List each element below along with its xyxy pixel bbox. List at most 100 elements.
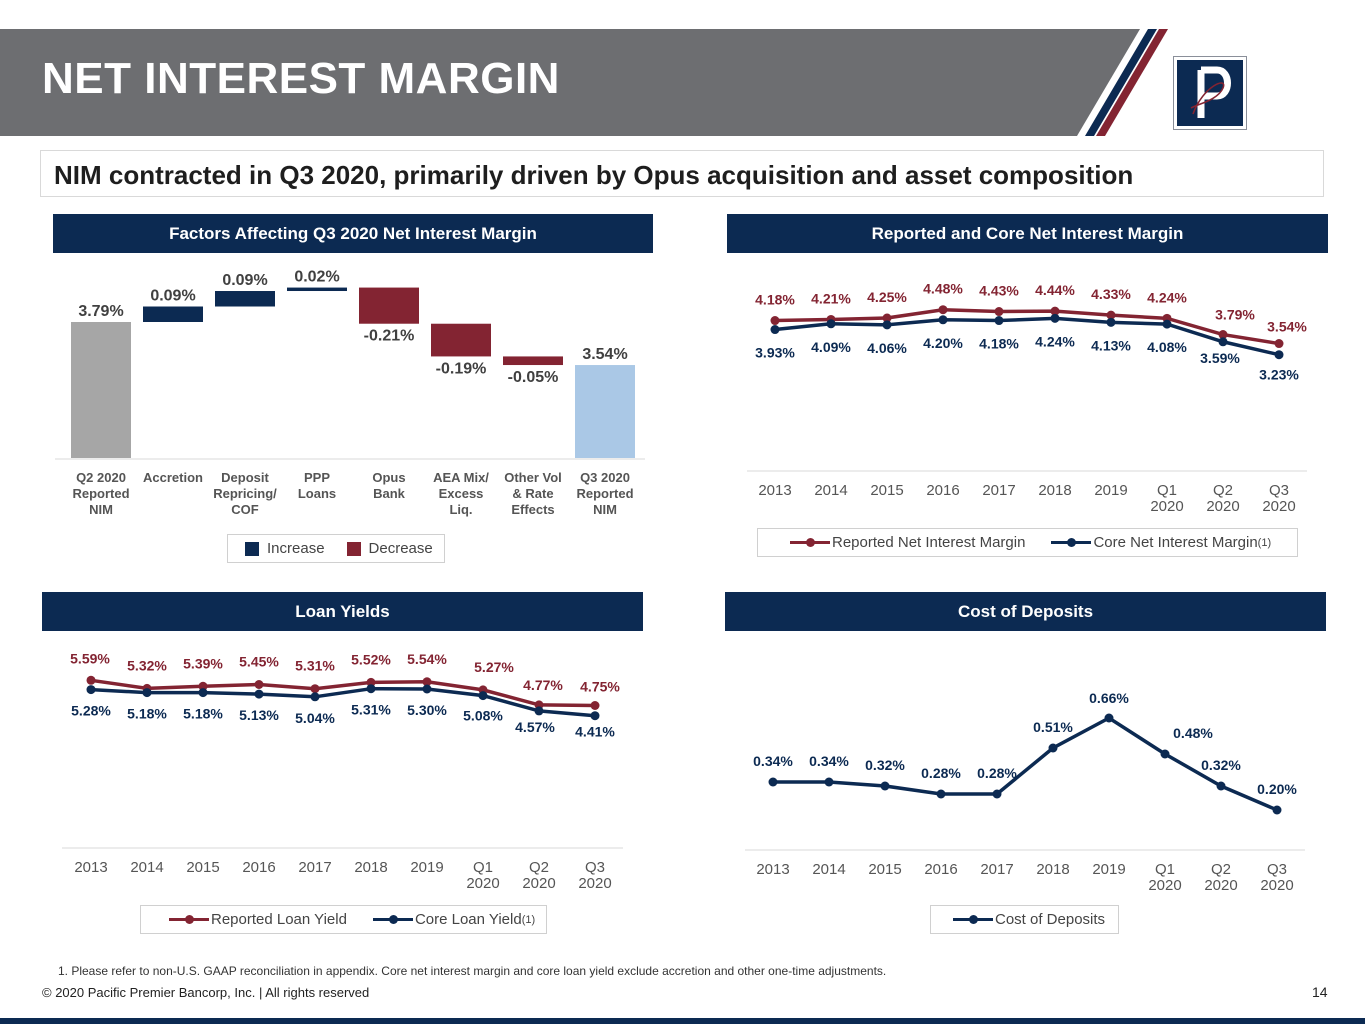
data-point	[366, 684, 376, 694]
x-tick-label: 2020	[522, 875, 555, 892]
data-label: 5.30%	[407, 702, 447, 718]
waterfall-data-label: 0.02%	[294, 269, 339, 286]
bottom-bar	[0, 1018, 1365, 1024]
data-point	[826, 319, 836, 329]
waterfall-category-label: Excess	[439, 486, 484, 501]
waterfall-category-label: Bank	[373, 486, 406, 501]
nim-legend: Reported Net Interest Margin Core Net In…	[757, 528, 1298, 557]
waterfall-category-label: & Rate	[512, 486, 553, 501]
data-label: 5.52%	[351, 651, 391, 667]
data-label: 0.28%	[921, 765, 961, 781]
data-point	[366, 677, 376, 687]
x-tick-label: 2013	[758, 482, 791, 499]
data-point	[310, 684, 320, 694]
data-point	[882, 320, 892, 330]
header-stripe-maroon	[1096, 29, 1168, 136]
line-swatch	[953, 915, 993, 924]
data-label: 4.75%	[580, 679, 620, 695]
data-point	[1218, 330, 1228, 340]
data-point	[590, 701, 600, 710]
legend-label: Core Loan Yield	[414, 911, 522, 928]
data-label: 4.48%	[923, 281, 963, 297]
legend-label: Reported Loan Yield	[211, 911, 347, 928]
x-tick-label: Q1	[473, 859, 493, 876]
x-tick-label: 2018	[354, 859, 387, 876]
data-label: 4.06%	[867, 340, 907, 356]
data-point	[992, 789, 1002, 799]
waterfall-category-label: Other Vol	[504, 470, 562, 485]
data-point	[1274, 339, 1284, 349]
data-point	[1106, 310, 1116, 320]
data-label: 5.27%	[474, 659, 514, 675]
page-title: NET INTEREST MARGIN	[42, 54, 560, 103]
data-point	[768, 777, 778, 787]
data-label: 5.31%	[351, 702, 391, 718]
data-point	[1274, 350, 1284, 360]
line-swatch	[169, 915, 209, 924]
line-swatch	[372, 915, 413, 924]
x-tick-label: Q3	[1267, 861, 1287, 878]
increase-swatch	[245, 541, 259, 556]
waterfall-category-label: Opus	[372, 470, 405, 485]
waterfall-bar-total	[575, 365, 635, 458]
legend-label: Cost of Deposits	[995, 911, 1106, 928]
x-tick-label: Q2	[1213, 482, 1233, 499]
data-point	[1162, 319, 1172, 329]
legend-cost-deposits: Cost of Deposits	[953, 911, 1105, 928]
waterfall-bar-increase	[215, 291, 275, 307]
waterfall-category-label: Effects	[511, 502, 554, 517]
data-point	[422, 677, 432, 687]
page-number: 14	[1312, 984, 1328, 1000]
x-tick-label: 2020	[578, 875, 611, 892]
waterfall-data-label: -0.21%	[364, 328, 415, 345]
slide-subtitle: NIM contracted in Q3 2020, primarily dri…	[40, 150, 1324, 197]
data-label: 3.79%	[1215, 307, 1255, 323]
data-label: 0.32%	[1201, 757, 1241, 773]
data-point	[478, 691, 488, 701]
x-tick-label: 2019	[1094, 482, 1127, 499]
data-label: 0.32%	[865, 757, 905, 773]
data-point	[254, 680, 264, 689]
data-point	[880, 781, 890, 791]
x-tick-label: Q1	[1157, 482, 1177, 499]
data-label: 3.23%	[1259, 367, 1299, 383]
data-label: 4.24%	[1147, 289, 1187, 305]
data-label: 5.13%	[239, 707, 279, 723]
line-swatch	[790, 538, 830, 547]
waterfall-data-label: 0.09%	[222, 272, 267, 289]
x-tick-label: 2020	[1262, 498, 1295, 515]
waterfall-category-label: Deposit	[221, 470, 269, 485]
x-tick-label: 2014	[814, 482, 847, 499]
data-label: 5.32%	[127, 657, 167, 673]
data-label: 4.33%	[1091, 286, 1131, 302]
series-line	[774, 316, 1280, 357]
data-label: 4.57%	[515, 719, 555, 735]
waterfall-data-label: -0.19%	[436, 360, 487, 377]
loan-yields-panel-header: Loan Yields	[42, 592, 643, 631]
footnote-marker: (1)	[521, 913, 536, 926]
legend-label: Increase	[267, 540, 325, 557]
x-tick-label: 2017	[980, 861, 1013, 878]
waterfall-bar-increase	[287, 287, 347, 292]
waterfall-category-label: NIM	[593, 502, 617, 517]
data-point	[254, 689, 264, 699]
data-label: 4.25%	[867, 289, 907, 305]
line-swatch	[1051, 538, 1092, 547]
waterfall-bar-total	[71, 322, 131, 458]
waterfall-bar-increase	[143, 306, 203, 322]
data-label: 4.21%	[811, 290, 851, 306]
legend-label: Reported Net Interest Margin	[832, 534, 1026, 551]
data-label: 5.59%	[70, 650, 110, 666]
data-label: 5.31%	[295, 658, 335, 674]
data-point	[1106, 317, 1116, 327]
series-line	[773, 715, 1278, 812]
waterfall-category-label: Loans	[298, 486, 336, 501]
x-tick-label: 2020	[1150, 498, 1183, 515]
data-point	[142, 688, 152, 698]
waterfall-category-label: Repricing/	[213, 486, 277, 501]
data-label: 3.59%	[1200, 350, 1240, 366]
data-point	[938, 315, 948, 325]
waterfall-data-label: 3.54%	[582, 346, 627, 363]
data-point	[824, 777, 834, 787]
